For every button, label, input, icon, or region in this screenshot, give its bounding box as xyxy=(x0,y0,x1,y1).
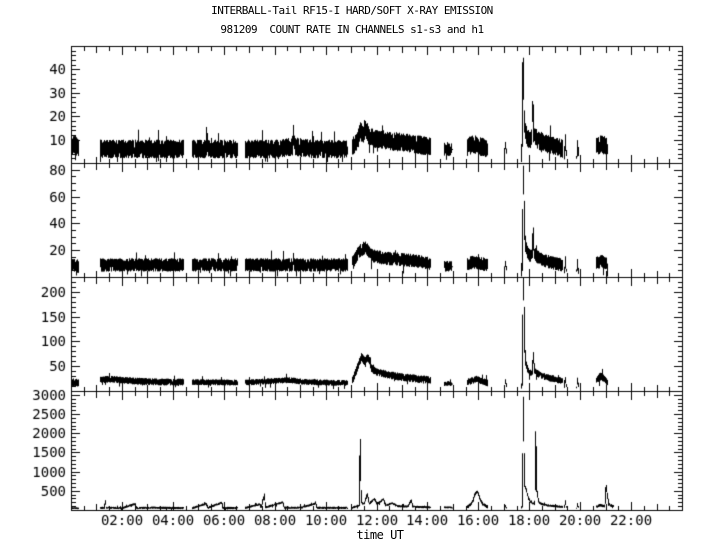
x-axis-label: time UT xyxy=(356,528,404,542)
chart-title: INTERBALL-Tail RF15-I HARD/SOFT X-RAY EM… xyxy=(211,4,493,17)
chart-subtitle: 981209 COUNT RATE IN CHANNELS s1-s3 and … xyxy=(220,23,484,36)
